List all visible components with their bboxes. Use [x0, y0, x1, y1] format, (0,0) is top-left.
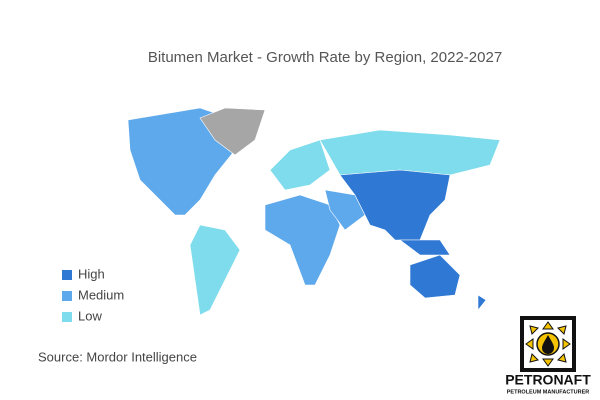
- logo-arrows: [525, 321, 571, 367]
- region: [269, 139, 331, 191]
- legend-swatch: [62, 270, 72, 280]
- legend-label: Medium: [78, 287, 124, 302]
- legend-swatch: [62, 291, 72, 301]
- world-map: [127, 107, 501, 316]
- logo-name: PETRONAFT: [505, 372, 591, 388]
- legend-label: Low: [78, 308, 102, 323]
- region: [477, 294, 487, 311]
- logo-drop: [542, 335, 554, 354]
- region: [409, 254, 461, 299]
- region: [189, 224, 241, 316]
- source: Source: Mordor Intelligence: [38, 349, 197, 364]
- chart-title: Bitumen Market - Growth Rate by Region, …: [148, 49, 502, 66]
- region: [399, 239, 451, 256]
- logo-tagline: PETROLEUM MANUFACTURER: [507, 389, 590, 395]
- logo: PETRONAFT PETROLEUM MANUFACTURER: [505, 316, 591, 395]
- legend-swatch: [62, 312, 72, 322]
- legend: High Medium Low: [62, 266, 124, 323]
- region: [324, 189, 366, 231]
- region: [264, 194, 341, 286]
- region: [199, 107, 266, 156]
- legend-label: High: [78, 266, 105, 281]
